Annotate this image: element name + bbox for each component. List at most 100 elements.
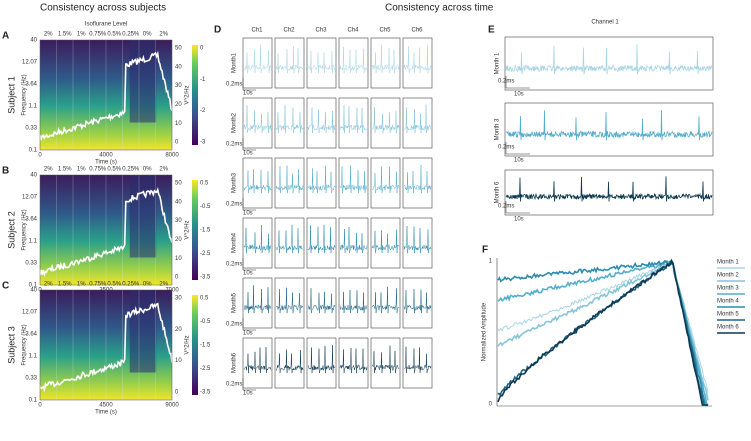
trace-box	[338, 217, 369, 269]
right-tick-label: 40	[175, 64, 182, 70]
trace-box	[338, 37, 369, 89]
month-label: Month 1	[495, 52, 501, 74]
trace	[243, 105, 272, 134]
colorbar-tick: -2.5	[200, 366, 211, 372]
trace	[371, 286, 400, 314]
colorbar-tick: -1.5	[200, 228, 211, 234]
y-tick-label: 40	[30, 38, 37, 44]
x-axis-label: Time (s)	[95, 160, 117, 166]
y-tick-label: 1.1	[29, 354, 38, 360]
scale-time: 10s	[243, 151, 253, 157]
level-label: 2%	[159, 282, 168, 288]
right-tick-label: 30	[175, 83, 182, 89]
trace	[339, 46, 368, 74]
y-axis-label: Normalized Amplitude	[482, 302, 488, 361]
plot-frame	[39, 174, 173, 286]
trace	[371, 44, 400, 74]
trace	[339, 348, 368, 374]
scale-amp: 0.2ms	[226, 142, 242, 148]
subject-label: Subject 3	[6, 326, 16, 364]
level-label: 0.75%	[89, 32, 107, 38]
trace-box	[242, 157, 273, 209]
trace	[307, 224, 336, 254]
scale-time: 10s	[514, 217, 524, 223]
level-label: 0.5%	[107, 282, 121, 288]
legend-label: Month 1	[717, 260, 739, 266]
panel-letter: A	[2, 31, 9, 42]
level-label: 0.25%	[122, 167, 140, 173]
colorbar-label: V^2/Hz	[185, 220, 191, 239]
right-tick-label: 30	[175, 296, 182, 302]
trace-box	[504, 169, 714, 216]
scale-bar	[242, 258, 256, 271]
trace	[275, 46, 304, 74]
trace-box	[274, 337, 305, 389]
y-tick-label: 12.07	[22, 60, 38, 66]
panel-letter: B	[2, 166, 9, 177]
trace-box	[338, 157, 369, 209]
legend-label: Month 4	[717, 299, 739, 305]
spectrogram-suppression	[129, 290, 157, 373]
trace-box	[242, 217, 273, 269]
level-label: 0%	[143, 167, 152, 173]
panel-letter: D	[214, 25, 221, 36]
colorbar-tick: 0	[200, 46, 204, 52]
colorbar-tick: -2	[200, 108, 206, 114]
trace	[276, 287, 304, 314]
right-tick-label: 10	[175, 256, 182, 262]
level-label: 0.25%	[122, 32, 140, 38]
trace	[275, 105, 304, 134]
trace	[307, 345, 336, 374]
plot-frame	[39, 289, 173, 401]
scale-bar	[242, 78, 256, 91]
level-label: 1.5%	[58, 167, 72, 173]
trace	[505, 176, 713, 202]
y-tick-label: 0.1	[29, 148, 38, 154]
level-label: 0.5%	[107, 167, 121, 173]
trace-box	[306, 97, 337, 149]
ratio-trace	[39, 302, 173, 393]
scale-time: 10s	[514, 92, 524, 98]
scale-time: 10s	[243, 391, 253, 397]
level-label: 2%	[159, 167, 168, 173]
trace-box	[402, 217, 433, 269]
trace-box	[370, 277, 401, 329]
trace	[371, 345, 400, 374]
scale-bar	[242, 138, 256, 151]
right-tick-label: 0	[175, 275, 179, 281]
trace	[243, 285, 272, 314]
trace	[339, 226, 368, 254]
month-label: Month 6	[495, 181, 501, 203]
scale-amp: 0.2ms	[226, 202, 242, 208]
trace-box	[370, 217, 401, 269]
trace-box	[306, 37, 337, 89]
x-tick-label: 8000	[165, 153, 179, 159]
heading: Consistency across time	[385, 3, 494, 14]
trace-box	[306, 217, 337, 269]
month-label: Month2	[232, 112, 238, 133]
x-tick-label: 9000	[165, 403, 179, 409]
colorbar-tick: -0.5	[200, 204, 211, 210]
trace-box	[306, 277, 337, 329]
trace	[403, 104, 432, 134]
channel-label: Ch6	[411, 28, 423, 34]
right-tick-label: 20	[175, 327, 182, 333]
colorbar-tick: -3.5	[200, 275, 211, 281]
y-tick-label: 3.64	[25, 82, 37, 88]
trace-box	[274, 97, 305, 149]
y-tick-label: 3.64	[25, 217, 37, 223]
colorbar	[192, 180, 198, 280]
y-axis-label: Frequency (Hz)	[22, 74, 28, 115]
trace	[307, 50, 336, 74]
panel-letter: E	[488, 25, 495, 36]
month-label: Month6	[232, 352, 238, 373]
month-label: Month 3	[495, 118, 501, 140]
ratio-trace	[39, 50, 173, 141]
x-tick-label: 0	[38, 153, 42, 159]
heading: Consistency across subjects	[40, 3, 166, 14]
scale-time: 10s	[243, 211, 253, 217]
colorbar-tick: -1.5	[200, 343, 211, 349]
trace	[505, 44, 713, 75]
level-label: 1%	[77, 32, 86, 38]
trace-box	[338, 337, 369, 389]
